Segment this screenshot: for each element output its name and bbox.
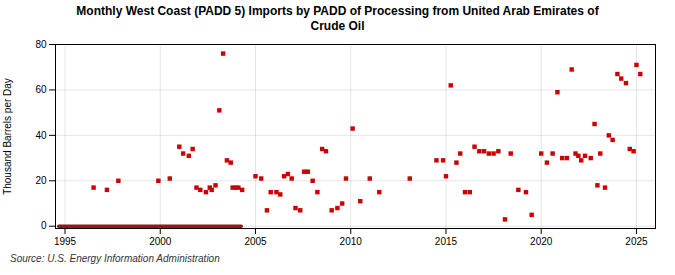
svg-text:0: 0: [41, 220, 47, 231]
svg-text:40: 40: [35, 130, 47, 141]
svg-text:2005: 2005: [244, 236, 267, 247]
svg-text:80: 80: [35, 39, 47, 50]
svg-text:2025: 2025: [625, 236, 648, 247]
svg-text:1995: 1995: [54, 236, 77, 247]
svg-text:Thousand Barrels per Day: Thousand Barrels per Day: [2, 78, 13, 195]
html-text:Source: U.S. Energy Informatio: Source: U.S. Energy Information Administ…: [10, 253, 220, 264]
html-text:Monthly West Coast (PADD 5) Im: Monthly West Coast (PADD 5) Imports by P…: [76, 4, 599, 33]
svg-text:60: 60: [35, 84, 47, 95]
svg-text:2010: 2010: [340, 236, 363, 247]
svg-text:2020: 2020: [530, 236, 553, 247]
svg-text:20: 20: [35, 175, 47, 186]
svg-text:2000: 2000: [149, 236, 172, 247]
svg-text:2015: 2015: [435, 236, 458, 247]
